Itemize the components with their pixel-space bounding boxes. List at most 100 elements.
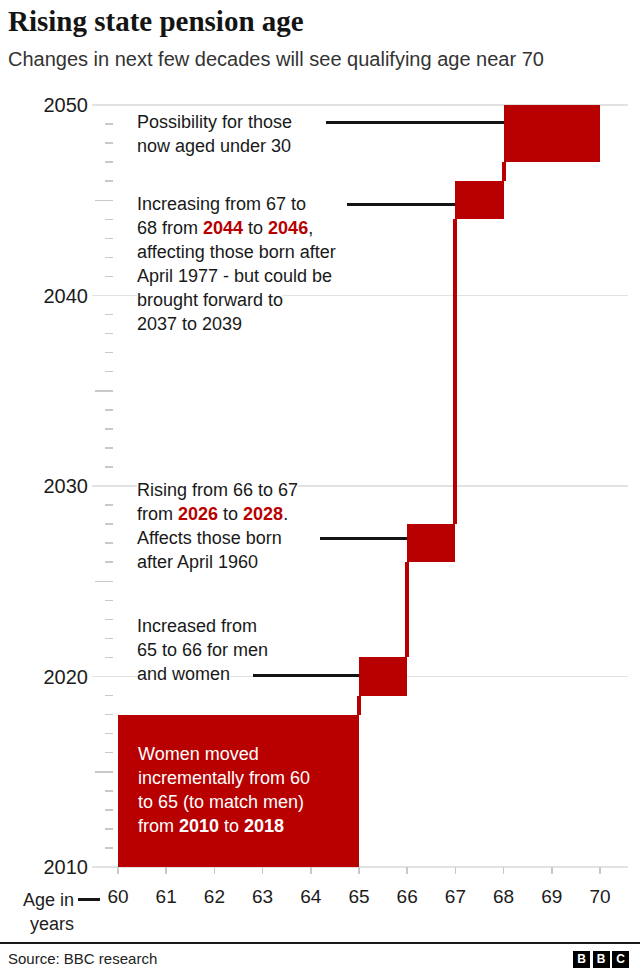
- pension-step-block-68-70: [504, 105, 600, 162]
- annotation-women-equalisation: Women moved incrementally from 60 to 65 (t…: [138, 742, 310, 838]
- x-axis-tick: [310, 867, 312, 874]
- annotation-text: Rising from 66 to 67: [137, 480, 298, 500]
- x-axis-tick: [262, 867, 264, 874]
- annotation-line: Women moved: [138, 742, 259, 766]
- x-axis-tick: [455, 867, 457, 874]
- annotation-line: Rising from 66 to 67: [137, 478, 298, 502]
- y-minor-tick: [105, 428, 113, 430]
- annotation-text: incrementally from 60: [138, 768, 310, 788]
- x-axis-unit-line1: Age in: [23, 890, 74, 910]
- annotation-line: 65 to 66 for men: [137, 638, 268, 662]
- annotation-line: 68 from 2044 to 2046,: [137, 216, 313, 240]
- pension-step-block-66-67: [407, 524, 455, 562]
- y-minor-tick: [105, 733, 113, 735]
- step-connector: [453, 219, 457, 524]
- y-axis-label: 2050: [20, 92, 88, 118]
- y-minor-tick: [95, 200, 113, 202]
- annotation-text: 2037 to 2039: [137, 314, 242, 334]
- chart-page: Rising state pension age Changes in next…: [0, 0, 640, 974]
- source-text: Source: BBC research: [8, 950, 157, 967]
- annotation-text: ,: [308, 218, 313, 238]
- annotation-line: from 2026 to 2028.: [137, 502, 288, 526]
- annotation-text: Increasing from 67 to: [137, 194, 306, 214]
- x-axis-tick: [503, 867, 505, 874]
- annotation-year-highlight: 2010: [179, 816, 219, 836]
- y-axis-label: 2010: [20, 854, 88, 880]
- y-minor-tick: [105, 219, 113, 221]
- annotation-text: now aged under 30: [137, 136, 291, 156]
- step-connector: [405, 562, 409, 657]
- annotation-leader-line: [253, 674, 362, 677]
- y-minor-tick: [105, 790, 113, 792]
- x-axis-tick: [406, 867, 408, 874]
- annotation-text: .: [283, 504, 288, 524]
- x-axis-tick: [165, 867, 167, 874]
- annotation-line: from 2010 to 2018: [138, 814, 284, 838]
- y-minor-tick: [105, 695, 113, 697]
- annotation-text: from: [138, 816, 179, 836]
- y-minor-tick: [105, 847, 113, 849]
- y-minor-tick: [105, 714, 113, 716]
- annotation-text: to 65 (to match men): [138, 792, 304, 812]
- y-minor-tick: [105, 123, 113, 125]
- annotation-leader-line: [320, 537, 410, 540]
- x-axis-tick: [358, 867, 360, 874]
- x-axis-tick: [551, 867, 553, 874]
- annotation-text: 68 from: [137, 218, 203, 238]
- annotation-text: Increased from: [137, 616, 257, 636]
- x-axis-label: 67: [433, 886, 477, 908]
- annotation-year-highlight: 2018: [244, 816, 284, 836]
- x-axis-label: 65: [337, 886, 381, 908]
- y-minor-tick: [105, 523, 113, 525]
- annotation-line: Possibility for those: [137, 110, 292, 134]
- y-minor-tick: [105, 333, 113, 335]
- y-minor-tick: [105, 257, 113, 259]
- y-minor-tick: [105, 657, 113, 659]
- x-axis-label: 68: [482, 886, 526, 908]
- step-connector: [502, 162, 506, 181]
- annotation-possibility-under-30: Possibility for thosenow aged under 30: [137, 110, 292, 158]
- y-minor-tick: [105, 809, 113, 811]
- annotation-text: to: [243, 218, 268, 238]
- annotation-year-highlight: 2044: [203, 218, 243, 238]
- y-minor-tick: [105, 352, 113, 354]
- annotation-leader-line: [326, 121, 506, 124]
- y-minor-tick: [105, 504, 113, 506]
- annotation-line: and women: [137, 662, 230, 686]
- annotation-year-highlight: 2028: [243, 504, 283, 524]
- y-minor-tick: [105, 276, 113, 278]
- annotation-line: Increased from: [137, 614, 257, 638]
- x-axis-label: 62: [192, 886, 236, 908]
- bbc-logo-letter-b1: B: [573, 951, 590, 968]
- annotation-leader-line: [347, 203, 458, 206]
- y-axis-label: 2020: [20, 664, 88, 690]
- annotation-text: and women: [137, 664, 230, 684]
- annotation-line: brought forward to: [137, 288, 283, 312]
- x-axis-label: 63: [241, 886, 285, 908]
- bbc-logo-letter-b2: B: [593, 951, 610, 968]
- annotation-text: affecting those born after: [137, 242, 336, 262]
- y-minor-tick: [105, 371, 113, 373]
- x-axis-tick: [214, 867, 216, 874]
- pension-step-block-67-68: [455, 181, 503, 219]
- y-axis-label: 2040: [20, 283, 88, 309]
- pension-age-step-chart: 2010202020302040205060616263646566676869…: [0, 0, 640, 974]
- footer-divider: [0, 942, 640, 944]
- annotation-increase-67-68: Increasing from 67 to68 from 2044 to 204…: [137, 192, 336, 336]
- annotation-increase-66-67: Rising from 66 to 67from 2026 to 2028.Af…: [137, 478, 298, 574]
- y-minor-tick: [105, 447, 113, 449]
- y-minor-tick: [105, 314, 113, 316]
- annotation-text: Women moved: [138, 744, 259, 764]
- annotation-line: Affects those born: [137, 526, 282, 550]
- y-minor-tick: [105, 409, 113, 411]
- y-minor-tick: [105, 561, 113, 563]
- annotation-line: to 65 (to match men): [138, 790, 304, 814]
- y-minor-tick: [105, 752, 113, 754]
- annotation-line: after April 1960: [137, 550, 258, 574]
- x-axis-unit-label: Age in years: [10, 888, 74, 936]
- pension-step-block-65-66: [359, 657, 407, 695]
- y-minor-tick: [105, 180, 113, 182]
- x-axis-label: 69: [530, 886, 574, 908]
- annotation-text: from: [137, 504, 178, 524]
- x-axis-unit-line2: years: [30, 914, 74, 934]
